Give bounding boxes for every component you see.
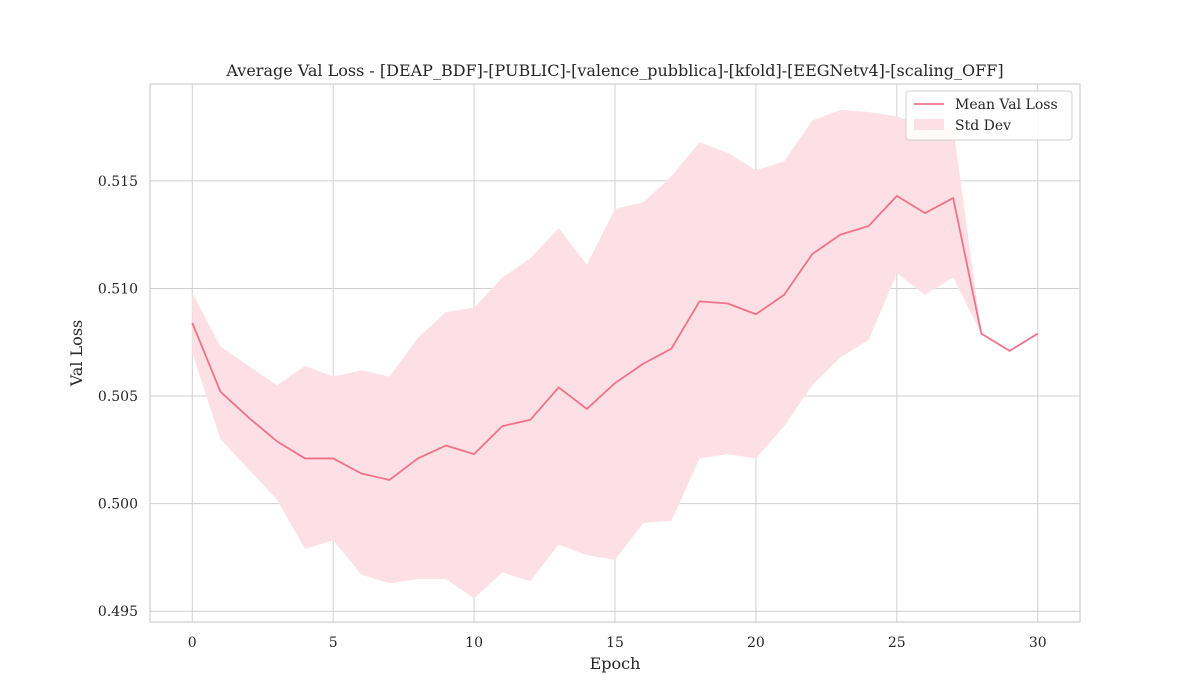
plot-frame — [149, 83, 1081, 623]
x-tick-label: 30 — [1029, 635, 1047, 651]
std-dev-band-layer — [192, 109, 1038, 599]
y-tick-label: 0.515 — [98, 174, 138, 190]
x-axis-label: Epoch — [590, 654, 641, 673]
x-tick-label: 0 — [188, 635, 197, 651]
std-dev-band — [192, 109, 1038, 599]
legend: Mean Val Loss Std Dev — [905, 90, 1073, 141]
x-tick-label: 25 — [888, 635, 906, 651]
y-ticks: 0.495 0.500 0.505 0.510 0.515 — [98, 174, 138, 620]
chart-title: Average Val Loss - [DEAP_BDF]-[PUBLIC]-[… — [225, 61, 1003, 80]
y-tick-label: 0.495 — [98, 604, 138, 620]
x-tick-label: 5 — [329, 635, 338, 651]
x-ticks: 0 5 10 15 20 25 30 — [188, 635, 1047, 651]
y-axis-label: Val Loss — [67, 320, 86, 388]
x-tick-label: 15 — [606, 635, 624, 651]
x-tick-label: 20 — [747, 635, 765, 651]
legend-std-swatch — [914, 119, 944, 130]
mean-val-loss-line — [191, 194, 1039, 481]
y-tick-label: 0.500 — [98, 497, 138, 513]
y-tick-label: 0.510 — [98, 281, 138, 297]
legend-std-label: Std Dev — [955, 118, 1011, 134]
x-tick-label: 10 — [465, 635, 483, 651]
y-tick-label: 0.505 — [98, 389, 138, 405]
legend-mean-label: Mean Val Loss — [955, 97, 1058, 113]
legend-box — [905, 90, 1073, 141]
mean-line-layer — [191, 194, 1039, 481]
